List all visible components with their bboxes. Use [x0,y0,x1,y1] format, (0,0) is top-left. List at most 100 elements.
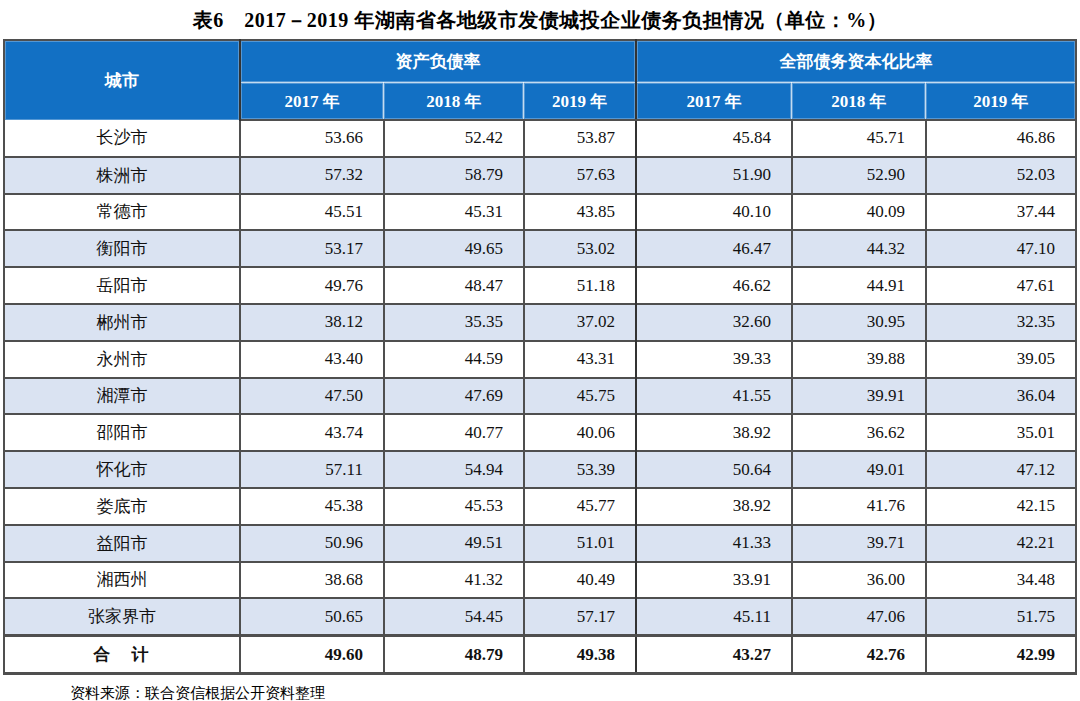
value-cell: 36.00 [792,562,926,599]
city-cell: 湘西州 [4,562,240,599]
table-row: 衡阳市53.1749.6553.0246.4744.3247.10 [4,230,1076,267]
total-row: 合 计 49.60 48.79 49.38 43.27 42.76 42.99 [4,636,1076,674]
city-cell: 益阳市 [4,525,240,562]
city-cell: 衡阳市 [4,230,240,267]
total-value-cell: 49.38 [524,636,636,674]
value-cell: 47.61 [926,267,1076,304]
value-cell: 53.17 [240,230,384,267]
table-footer: 合 计 49.60 48.79 49.38 43.27 42.76 42.99 [4,636,1076,674]
city-cell: 娄底市 [4,488,240,525]
col-group-total-debt-capitalization-ratio: 全部债务资本化比率 [636,40,1076,83]
value-cell: 51.18 [524,267,636,304]
value-cell: 34.48 [926,562,1076,599]
value-cell: 41.33 [636,525,792,562]
table-row: 常德市45.5145.3143.8540.1040.0937.44 [4,194,1076,231]
table-title: 表6 2017－2019 年湖南省各地级市发债城投企业债务负担情况（单位：%） [0,6,1080,34]
city-cell: 常德市 [4,194,240,231]
table-body: 长沙市53.6652.4253.8745.8445.7146.86株洲市57.3… [4,120,1076,636]
value-cell: 43.85 [524,194,636,231]
value-cell: 37.44 [926,194,1076,231]
value-cell: 39.33 [636,341,792,378]
value-cell: 49.51 [384,525,524,562]
value-cell: 41.55 [636,378,792,415]
value-cell: 35.35 [384,304,524,341]
value-cell: 41.32 [384,562,524,599]
value-cell: 45.38 [240,488,384,525]
city-cell: 长沙市 [4,120,240,157]
value-cell: 46.62 [636,267,792,304]
value-cell: 44.91 [792,267,926,304]
value-cell: 43.40 [240,341,384,378]
value-cell: 53.39 [524,451,636,488]
value-cell: 45.75 [524,378,636,415]
value-cell: 42.21 [926,525,1076,562]
city-cell: 郴州市 [4,304,240,341]
value-cell: 39.88 [792,341,926,378]
value-cell: 45.31 [384,194,524,231]
col-header-tdcr-2017: 2017 年 [636,83,792,121]
value-cell: 39.91 [792,378,926,415]
value-cell: 52.03 [926,157,1076,194]
value-cell: 35.01 [926,414,1076,451]
value-cell: 49.76 [240,267,384,304]
col-header-tdcr-2018: 2018 年 [792,83,926,121]
table-row: 张家界市50.6554.4557.1745.1147.0651.75 [4,598,1076,635]
table-row: 怀化市57.1154.9453.3950.6449.0147.12 [4,451,1076,488]
value-cell: 45.77 [524,488,636,525]
header-group-row: 城市 资产负债率 全部债务资本化比率 [4,40,1076,83]
city-cell: 永州市 [4,341,240,378]
value-cell: 39.71 [792,525,926,562]
value-cell: 51.90 [636,157,792,194]
table-header: 城市 资产负债率 全部债务资本化比率 2017 年 2018 年 2019 年 … [4,40,1076,120]
city-cell: 岳阳市 [4,267,240,304]
value-cell: 50.96 [240,525,384,562]
value-cell: 47.10 [926,230,1076,267]
table-row: 益阳市50.9649.5151.0141.3339.7142.21 [4,525,1076,562]
table-row: 郴州市38.1235.3537.0232.6030.9532.35 [4,304,1076,341]
value-cell: 40.77 [384,414,524,451]
city-cell: 邵阳市 [4,414,240,451]
value-cell: 32.60 [636,304,792,341]
col-header-alr-2019: 2019 年 [524,83,636,121]
value-cell: 30.95 [792,304,926,341]
table-row: 长沙市53.6652.4253.8745.8445.7146.86 [4,120,1076,157]
total-label-cell: 合 计 [4,636,240,674]
value-cell: 45.11 [636,598,792,635]
value-cell: 58.79 [384,157,524,194]
city-cell: 张家界市 [4,598,240,635]
table-row: 娄底市45.3845.5345.7738.9241.7642.15 [4,488,1076,525]
value-cell: 47.69 [384,378,524,415]
value-cell: 54.94 [384,451,524,488]
table-row: 湘西州38.6841.3240.4933.9136.0034.48 [4,562,1076,599]
value-cell: 45.71 [792,120,926,157]
value-cell: 36.62 [792,414,926,451]
value-cell: 38.68 [240,562,384,599]
value-cell: 57.32 [240,157,384,194]
value-cell: 40.06 [524,414,636,451]
value-cell: 44.32 [792,230,926,267]
value-cell: 46.86 [926,120,1076,157]
value-cell: 52.90 [792,157,926,194]
city-cell: 株洲市 [4,157,240,194]
col-header-alr-2018: 2018 年 [384,83,524,121]
value-cell: 40.10 [636,194,792,231]
table-row: 永州市43.4044.5943.3139.3339.8839.05 [4,341,1076,378]
table-row: 株洲市57.3258.7957.6351.9052.9052.03 [4,157,1076,194]
value-cell: 38.92 [636,488,792,525]
value-cell: 43.31 [524,341,636,378]
total-value-cell: 42.76 [792,636,926,674]
value-cell: 54.45 [384,598,524,635]
value-cell: 57.63 [524,157,636,194]
value-cell: 40.49 [524,562,636,599]
value-cell: 41.76 [792,488,926,525]
value-cell: 49.01 [792,451,926,488]
col-header-tdcr-2019: 2019 年 [926,83,1076,121]
value-cell: 45.53 [384,488,524,525]
col-header-alr-2017: 2017 年 [240,83,384,121]
table-row: 岳阳市49.7648.4751.1846.6244.9147.61 [4,267,1076,304]
value-cell: 53.66 [240,120,384,157]
col-header-city: 城市 [4,40,240,120]
value-cell: 57.11 [240,451,384,488]
col-group-asset-liability-ratio: 资产负债率 [240,40,636,83]
value-cell: 48.47 [384,267,524,304]
